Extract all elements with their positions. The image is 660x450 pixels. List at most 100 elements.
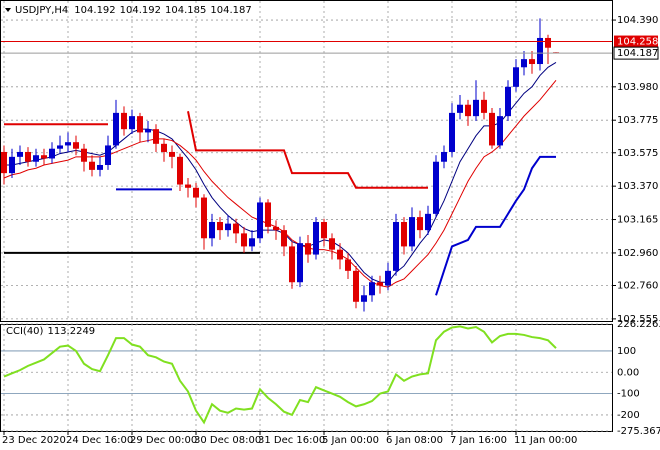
candle-body — [481, 99, 487, 113]
x-tick-label: 31 Dec 16:00 — [258, 435, 325, 446]
cci-header: CCI(40) 113.2249 — [6, 326, 95, 337]
x-tick-label: 11 Jan 00:00 — [514, 435, 577, 446]
y-tick-label: 102.760 — [617, 280, 658, 291]
candle-body — [401, 221, 407, 247]
candle-body — [257, 202, 263, 239]
candle-body — [321, 221, 327, 239]
candle-body — [33, 155, 39, 162]
candle-body — [433, 161, 439, 214]
candle-body — [377, 282, 383, 286]
candle-body — [113, 112, 119, 146]
candle-body — [537, 37, 543, 65]
cci-tick-label: 226.2263 — [617, 319, 660, 330]
candle-body — [297, 243, 303, 283]
candle-body — [161, 143, 167, 152]
cci-line — [3, 325, 557, 425]
candle-body — [25, 151, 31, 162]
overlay-line — [435, 155, 556, 296]
candle-body — [137, 116, 143, 133]
candle-body — [513, 67, 519, 87]
cci-tick-label: -100 — [617, 389, 640, 400]
candle-body — [545, 37, 551, 48]
cci-frame — [0, 324, 613, 432]
candle-body — [369, 282, 375, 296]
candle-body — [9, 156, 15, 174]
candle-body — [273, 226, 279, 231]
overlay-line — [187, 111, 428, 189]
chart-title: USDJPY,H4 — [15, 5, 68, 16]
candle-body — [409, 217, 415, 247]
candle-body — [41, 155, 47, 159]
ohlc-high: 104.192 — [120, 5, 161, 16]
candle-body — [249, 238, 255, 247]
y-tick-label: 103.370 — [617, 181, 658, 192]
candle-body — [185, 184, 191, 188]
candle-body — [417, 217, 423, 231]
candle-body — [289, 246, 295, 283]
candle-body — [169, 151, 175, 157]
candle-body — [105, 145, 111, 165]
candle-body — [153, 129, 159, 144]
candle-body — [241, 233, 247, 247]
candle-body — [489, 112, 495, 146]
price-label: 104.187 — [617, 48, 658, 59]
candle-body — [17, 151, 23, 157]
candle-body — [193, 187, 199, 198]
y-tick-label: 103.165 — [617, 215, 658, 226]
overlay-line — [3, 79, 557, 288]
candle-body — [177, 156, 183, 185]
candle-body — [145, 129, 151, 133]
candle-body — [345, 259, 351, 271]
header: USDJPY,H4 104.192 104.192 104.185 104.187 — [15, 5, 252, 16]
x-tick-label: 23 Dec 2020 — [2, 435, 66, 446]
cci-tick-label: -275.3678 — [617, 426, 660, 437]
candle-body — [225, 223, 231, 231]
candle-body — [209, 221, 215, 239]
candle-body — [361, 295, 367, 302]
candle-body — [329, 238, 335, 250]
candle-body — [217, 221, 223, 231]
cci-current: 113.2249 — [47, 326, 95, 337]
cci-tick-label: -200 — [617, 410, 640, 421]
candle-body — [337, 249, 343, 260]
candle-body — [97, 164, 103, 170]
menu-arrow — [5, 8, 11, 12]
x-tick-label: 7 Jan 16:00 — [450, 435, 507, 446]
candle-body — [465, 104, 471, 117]
overlay-line — [4, 61, 557, 283]
y-tick-label: 103.980 — [617, 82, 658, 93]
x-tick-label: 29 Dec 00:00 — [130, 435, 197, 446]
candle-body — [313, 221, 319, 255]
y-tick-label: 102.960 — [617, 248, 658, 259]
cci-title: CCI(40) — [6, 326, 44, 337]
y-tick-label: 104.390 — [617, 15, 658, 26]
candle-body — [529, 59, 535, 65]
x-tick-label: 5 Jan 00:00 — [322, 435, 379, 446]
candle-body — [65, 142, 71, 146]
candle-body — [265, 202, 271, 227]
candle-body — [49, 148, 55, 159]
candle-body — [1, 151, 7, 174]
candle-body — [281, 230, 287, 247]
candle-body — [73, 142, 79, 149]
cci-tick-label: 100 — [617, 346, 636, 357]
x-tick-label: 30 Dec 08:00 — [194, 435, 261, 446]
y-tick-label: 102.555 — [617, 314, 658, 325]
alert-tag — [614, 35, 658, 48]
candle-body — [425, 213, 431, 231]
candle-body — [81, 148, 87, 162]
candle-body — [121, 112, 127, 130]
price-tag — [613, 46, 659, 60]
y-tick-label: 103.575 — [617, 148, 658, 159]
cci-tick-label: 0.00 — [617, 367, 639, 378]
ohlc-low: 104.185 — [165, 5, 206, 16]
candle-body — [129, 116, 135, 130]
candle-body — [473, 99, 479, 117]
x-tick-label: 24 Dec 16:00 — [66, 435, 133, 446]
ohlc-open: 104.192 — [74, 5, 115, 16]
ohlc-close: 104.187 — [210, 5, 251, 16]
candle-body — [393, 221, 399, 271]
candle-body — [457, 104, 463, 113]
candle-body — [305, 243, 311, 255]
